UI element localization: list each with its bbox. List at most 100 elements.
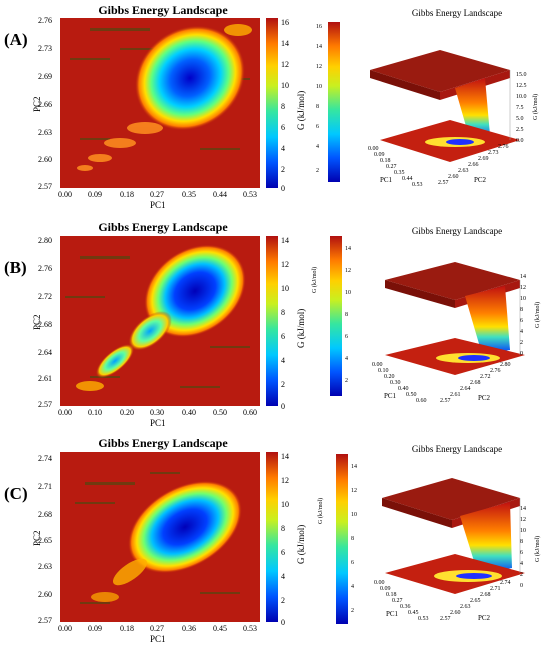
colorbar	[266, 452, 278, 622]
surface-y-tick: 2.76	[490, 368, 501, 374]
surface-x-tick: 0.60	[416, 398, 427, 404]
surface-plot	[382, 478, 525, 594]
surface-y-tick: 2.65	[470, 598, 481, 604]
surface-x-tick: 0.18	[380, 158, 391, 164]
heatmap-plot	[60, 236, 260, 406]
colorbar-3d-tick: 12	[316, 64, 322, 70]
surface-x-tick: 0.45	[408, 610, 419, 616]
y-tick: 2.57	[38, 616, 52, 625]
y-tick: 2.63	[38, 128, 52, 137]
x-tick: 0.53	[243, 624, 257, 633]
colorbar-tick: 0	[281, 402, 285, 411]
surface-z-tick: 0.0	[516, 138, 524, 144]
surface-z-tick: 4	[520, 329, 523, 335]
surface-z-label: G (kJ/mol)	[533, 93, 539, 120]
x-tick: 0.00	[58, 408, 72, 417]
panel-c: (C) Gibbs Energy Landscape PC2 2.74 2.71…	[0, 434, 550, 650]
surface-x-tick: 0.09	[374, 152, 385, 158]
colorbar-tick: 16	[281, 18, 289, 27]
x-tick: 0.18	[120, 624, 134, 633]
x-tick: 0.30	[150, 408, 164, 417]
colorbar-3d-tick: 10	[345, 290, 351, 296]
heatmap-plot	[60, 452, 260, 622]
colorbar-tick: 4	[281, 144, 285, 153]
x-axis-label: PC1	[150, 418, 166, 428]
surface-x-tick: 0.10	[378, 368, 389, 374]
surface-y-tick: 2.66	[468, 162, 479, 168]
x-tick: 0.09	[88, 190, 102, 199]
y-tick: 2.64	[38, 348, 52, 357]
colorbar-3d-tick: 2	[345, 378, 348, 384]
surface-z-tick: 10	[520, 528, 526, 534]
surface-z-tick: 4	[520, 561, 523, 567]
surface-y-tick: 2.60	[448, 174, 459, 180]
colorbar-tick: 14	[281, 236, 289, 245]
surface-x-label: PC1	[380, 176, 393, 184]
surface-z-tick: 15.0	[516, 72, 527, 78]
surface-z-tick: 12.5	[516, 83, 527, 89]
colorbar-3d-tick: 14	[316, 44, 322, 50]
surface-z-tick: 6	[520, 550, 523, 556]
colorbar-tick: 8	[281, 102, 285, 111]
surface-z-tick: 14	[520, 506, 526, 512]
x-tick: 0.40	[182, 408, 196, 417]
y-tick: 2.66	[38, 100, 52, 109]
x-tick: 0.45	[213, 624, 227, 633]
surface-x-tick: 0.27	[392, 598, 403, 604]
colorbar-tick: 0	[281, 618, 285, 627]
colorbar-3d-tick: 6	[316, 124, 319, 130]
colorbar-tick: 6	[281, 332, 285, 341]
surface-title: Gibbs Energy Landscape	[411, 444, 503, 454]
surface-title: Gibbs Energy Landscape	[411, 226, 503, 236]
surface-z-tick: 0	[520, 583, 523, 589]
x-tick: 0.00	[58, 624, 72, 633]
surface-y-label: PC2	[478, 614, 491, 622]
panel-label: (B)	[4, 258, 27, 277]
y-tick: 2.61	[38, 374, 52, 383]
colorbar-3d-tick: 4	[316, 144, 319, 150]
colorbar-tick: 8	[281, 524, 285, 533]
panel-a: (A) Gibbs Energy Landscape PC2 2.76 2	[0, 0, 550, 215]
y-tick: 2.57	[38, 400, 52, 409]
colorbar-label: G (kJ/mol)	[296, 308, 306, 348]
y-tick: 2.63	[38, 562, 52, 571]
x-tick: 0.09	[88, 624, 102, 633]
surface-y-tick: 2.57	[440, 398, 451, 404]
surface-y-tick: 2.68	[480, 592, 491, 598]
colorbar-3d-tick: 8	[316, 104, 319, 110]
surface-y-tick: 2.73	[488, 150, 499, 156]
x-tick: 0.27	[150, 190, 164, 199]
surface-z-tick: 2	[520, 572, 523, 578]
colorbar-3d	[330, 236, 342, 396]
surface-y-tick: 2.69	[478, 156, 489, 162]
colorbar-tick: 14	[281, 39, 289, 48]
surface-z-tick: 10	[520, 296, 526, 302]
surface-z-tick: 2	[520, 340, 523, 346]
colorbar-label: G (kJ/mol)	[296, 90, 306, 130]
surface-y-tick: 2.71	[490, 586, 501, 592]
surface-z-label: G (kJ/mol)	[535, 535, 541, 562]
surface-x-tick: 0.40	[398, 386, 409, 392]
colorbar-3d-tick: 2	[351, 608, 354, 614]
surface-x-label: PC1	[386, 610, 399, 618]
surface-y-tick: 2.80	[500, 362, 511, 368]
colorbar	[266, 236, 278, 406]
colorbar-3d-tick: 6	[351, 560, 354, 566]
surface-plot	[370, 50, 520, 162]
colorbar-tick: 4	[281, 356, 285, 365]
colorbar-tick: 2	[281, 596, 285, 605]
surface-z-tick: 14	[520, 274, 526, 280]
colorbar-3d-label: G (kJ/mol)	[312, 266, 318, 293]
y-tick: 2.71	[38, 482, 52, 491]
surface-z-tick: 6	[520, 318, 523, 324]
surface-y-tick: 2.72	[480, 374, 491, 380]
surface-z-tick: 12	[520, 285, 526, 291]
colorbar-tick: 6	[281, 548, 285, 557]
surface-x-tick: 0.36	[400, 604, 411, 610]
surface-y-tick: 2.60	[450, 610, 461, 616]
colorbar	[266, 18, 278, 188]
colorbar-tick: 6	[281, 123, 285, 132]
y-tick: 2.80	[38, 236, 52, 245]
surface-z-tick: 5.0	[516, 116, 524, 122]
x-tick: 0.10	[88, 408, 102, 417]
